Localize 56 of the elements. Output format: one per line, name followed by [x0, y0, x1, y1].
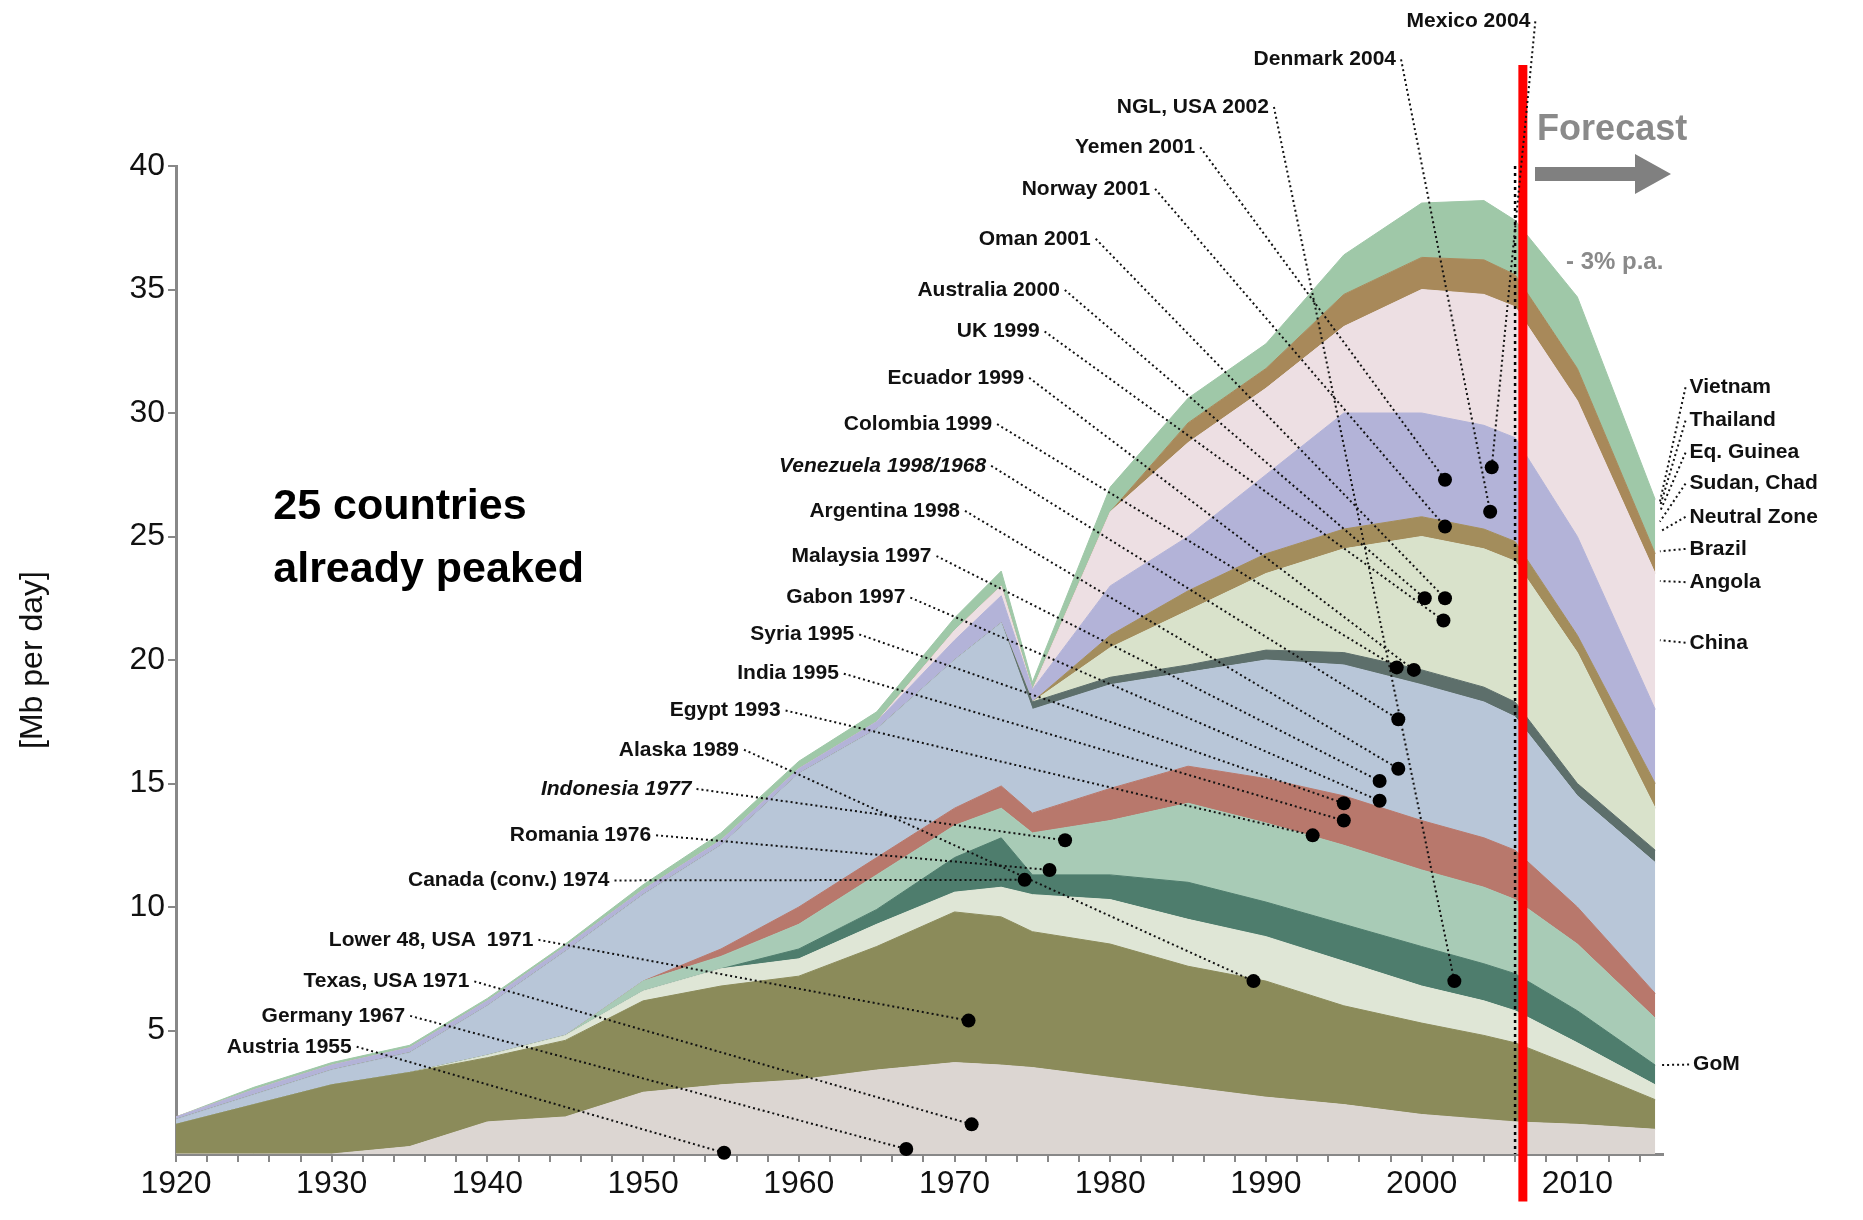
annotation: Syria 1995 — [750, 621, 855, 645]
annotation: - 3% p.a. — [1565, 247, 1664, 275]
y-tick-label: 20 — [129, 639, 165, 676]
x-tick-label: 1970 — [918, 1164, 991, 1201]
annotation: Austria 1955 — [226, 1033, 353, 1057]
annotation: Gabon 1997 — [786, 584, 906, 608]
annotation: Norway 2001 — [1021, 175, 1151, 199]
annotation: UK 1999 — [956, 318, 1040, 342]
y-tick-label: 10 — [129, 886, 165, 923]
annotation: Alaska 1989 — [618, 736, 740, 760]
annotation: Oman 2001 — [978, 225, 1092, 249]
x-tick-label: 2010 — [1541, 1164, 1613, 1201]
ref-line-label: Forecast — [1537, 107, 1688, 149]
y-tick-label: 30 — [129, 392, 165, 429]
x-tick-label: 1990 — [1230, 1164, 1302, 1201]
annotation: Colombia 1999 — [843, 410, 993, 434]
annotation: Denmark 2004 — [1253, 46, 1397, 70]
annotation: 25 countries already peaked — [273, 480, 585, 592]
x-tick-label: 1930 — [296, 1164, 368, 1201]
x-tick-label: 2000 — [1386, 1164, 1458, 1201]
annotation: Australia 2000 — [917, 276, 1060, 300]
y-tick-label: 15 — [129, 763, 165, 800]
annotation: Vietnam — [1689, 374, 1771, 398]
y-tick-label: 25 — [129, 516, 165, 553]
annotation: Thailand — [1689, 407, 1776, 431]
y-tick-label: 35 — [129, 269, 165, 306]
annotation: India 1995 — [737, 660, 840, 684]
x-tick-label: 1980 — [1074, 1164, 1146, 1201]
annotation: Yemen 2001 — [1075, 134, 1196, 158]
annotation: Indonesia 1977 — [540, 775, 693, 799]
annotation: China — [1689, 629, 1749, 653]
annotation: Mexico 2004 — [1406, 8, 1531, 32]
x-tick-label: 1960 — [763, 1164, 835, 1201]
annotation: Lower 48, USA 1971 — [328, 926, 534, 950]
annotation: Argentina 1998 — [809, 497, 961, 521]
annotation: Brazil — [1689, 535, 1747, 559]
y-axis-title: [Mb per day] — [13, 571, 50, 749]
annotation: NGL, USA 2002 — [1116, 93, 1269, 117]
x-tick-label: 1940 — [451, 1164, 524, 1201]
annotation: Sudan, Chad — [1689, 470, 1818, 494]
annotation: Eq. Guinea — [1689, 439, 1800, 463]
x-tick-label: 1920 — [140, 1164, 212, 1201]
annotation: Egypt 1993 — [669, 697, 781, 721]
annotation: Romania 1976 — [509, 822, 652, 846]
annotation: Texas, USA 1971 — [303, 968, 470, 992]
annotation: Venezuela 1998/1968 — [779, 452, 987, 476]
annotation: Angola — [1689, 568, 1762, 592]
annotation: Canada (conv.) 1974 — [407, 867, 610, 891]
annotation: Neutral Zone — [1689, 503, 1818, 527]
annotation: Malaysia 1997 — [791, 542, 932, 566]
annotation: Germany 1967 — [261, 1002, 406, 1026]
annotation: GoM — [1693, 1051, 1740, 1075]
x-tick-label: 1950 — [607, 1164, 679, 1201]
y-tick-label: 40 — [129, 145, 165, 182]
annotation: Ecuador 1999 — [887, 364, 1025, 388]
y-tick-label: 5 — [147, 1010, 165, 1047]
